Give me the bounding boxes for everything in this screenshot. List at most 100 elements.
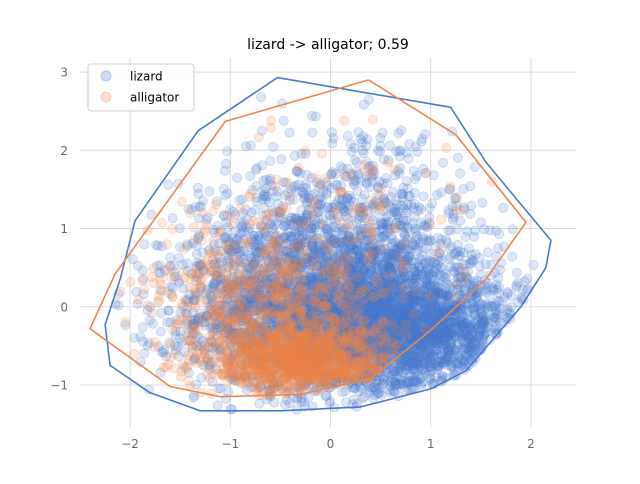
data-point: [381, 212, 390, 221]
x-tick-label: 0: [327, 437, 335, 451]
data-point: [308, 128, 317, 137]
data-point: [257, 93, 266, 102]
data-point: [467, 250, 476, 259]
data-point: [520, 277, 529, 286]
x-tick-label: −1: [221, 437, 239, 451]
data-point: [258, 186, 267, 195]
data-point: [404, 192, 413, 201]
data-point: [328, 139, 337, 148]
data-point: [250, 205, 259, 214]
data-point: [246, 172, 255, 181]
data-point: [285, 128, 294, 137]
data-point: [487, 301, 496, 310]
data-point: [430, 347, 439, 356]
data-point: [483, 248, 492, 257]
y-tick-label: 3: [60, 66, 68, 80]
data-point: [466, 209, 475, 218]
data-point: [417, 263, 426, 272]
data-point: [395, 275, 404, 284]
data-point: [419, 364, 428, 373]
data-point: [425, 204, 434, 213]
data-point: [430, 258, 439, 267]
data-point: [277, 155, 286, 164]
data-point: [233, 173, 242, 182]
data-point: [311, 112, 320, 121]
y-tick-label: 2: [60, 144, 68, 158]
data-point: [399, 204, 408, 213]
y-tick-label: −1: [50, 378, 68, 392]
data-point: [441, 283, 450, 292]
data-point: [442, 235, 451, 244]
data-point: [458, 320, 467, 329]
data-point: [266, 156, 275, 165]
data-point: [454, 153, 463, 162]
data-point: [280, 221, 289, 230]
data-point: [419, 192, 428, 201]
data-point: [373, 265, 382, 274]
data-point: [412, 171, 421, 180]
data-point: [364, 270, 373, 279]
data-point: [413, 297, 422, 306]
data-point: [470, 162, 479, 171]
data-point: [343, 131, 352, 140]
data-point: [460, 337, 469, 346]
data-point: [411, 227, 420, 236]
data-point: [475, 262, 484, 271]
data-point: [492, 313, 501, 322]
data-point: [450, 249, 459, 258]
x-tick-label: −2: [121, 437, 139, 451]
data-point: [156, 327, 165, 336]
data-point: [407, 358, 416, 367]
data-point: [364, 95, 373, 104]
data-point: [166, 253, 175, 262]
data-point: [140, 240, 149, 249]
data-point: [388, 374, 397, 383]
data-point: [507, 252, 516, 261]
data-point: [205, 187, 214, 196]
data-point: [226, 405, 235, 414]
data-point: [354, 128, 363, 137]
data-point: [383, 307, 392, 316]
data-point: [495, 230, 504, 239]
data-point: [221, 394, 230, 403]
data-point: [411, 274, 420, 283]
data-point: [387, 298, 396, 307]
data-point: [471, 340, 480, 349]
data-point: [461, 232, 470, 241]
data-point: [508, 225, 517, 234]
data-point: [376, 141, 385, 150]
data-point: [479, 319, 488, 328]
data-point: [394, 213, 403, 222]
data-point: [280, 400, 289, 409]
data-point: [358, 194, 367, 203]
data-point: [451, 332, 460, 341]
data-point: [405, 139, 414, 148]
data-point: [418, 243, 427, 252]
data-point: [152, 240, 161, 249]
data-point: [382, 173, 391, 182]
data-point: [213, 401, 222, 410]
data-point: [365, 385, 374, 394]
data-point: [446, 226, 455, 235]
y-tick-label: 0: [60, 300, 68, 314]
data-point: [395, 147, 404, 156]
data-point: [265, 198, 274, 207]
data-point: [390, 204, 399, 213]
data-point: [430, 360, 439, 369]
data-point: [448, 343, 457, 352]
y-tick-label: 1: [60, 222, 68, 236]
data-point: [252, 164, 261, 173]
data-point: [355, 387, 364, 396]
data-point: [404, 154, 413, 163]
data-point: [456, 169, 465, 178]
data-point: [478, 198, 487, 207]
data-point: [297, 397, 306, 406]
data-point: [431, 306, 440, 315]
data-point: [433, 190, 442, 199]
data-point: [512, 281, 521, 290]
data-point: [394, 129, 403, 138]
data-point: [470, 226, 479, 235]
data-point: [485, 226, 494, 235]
